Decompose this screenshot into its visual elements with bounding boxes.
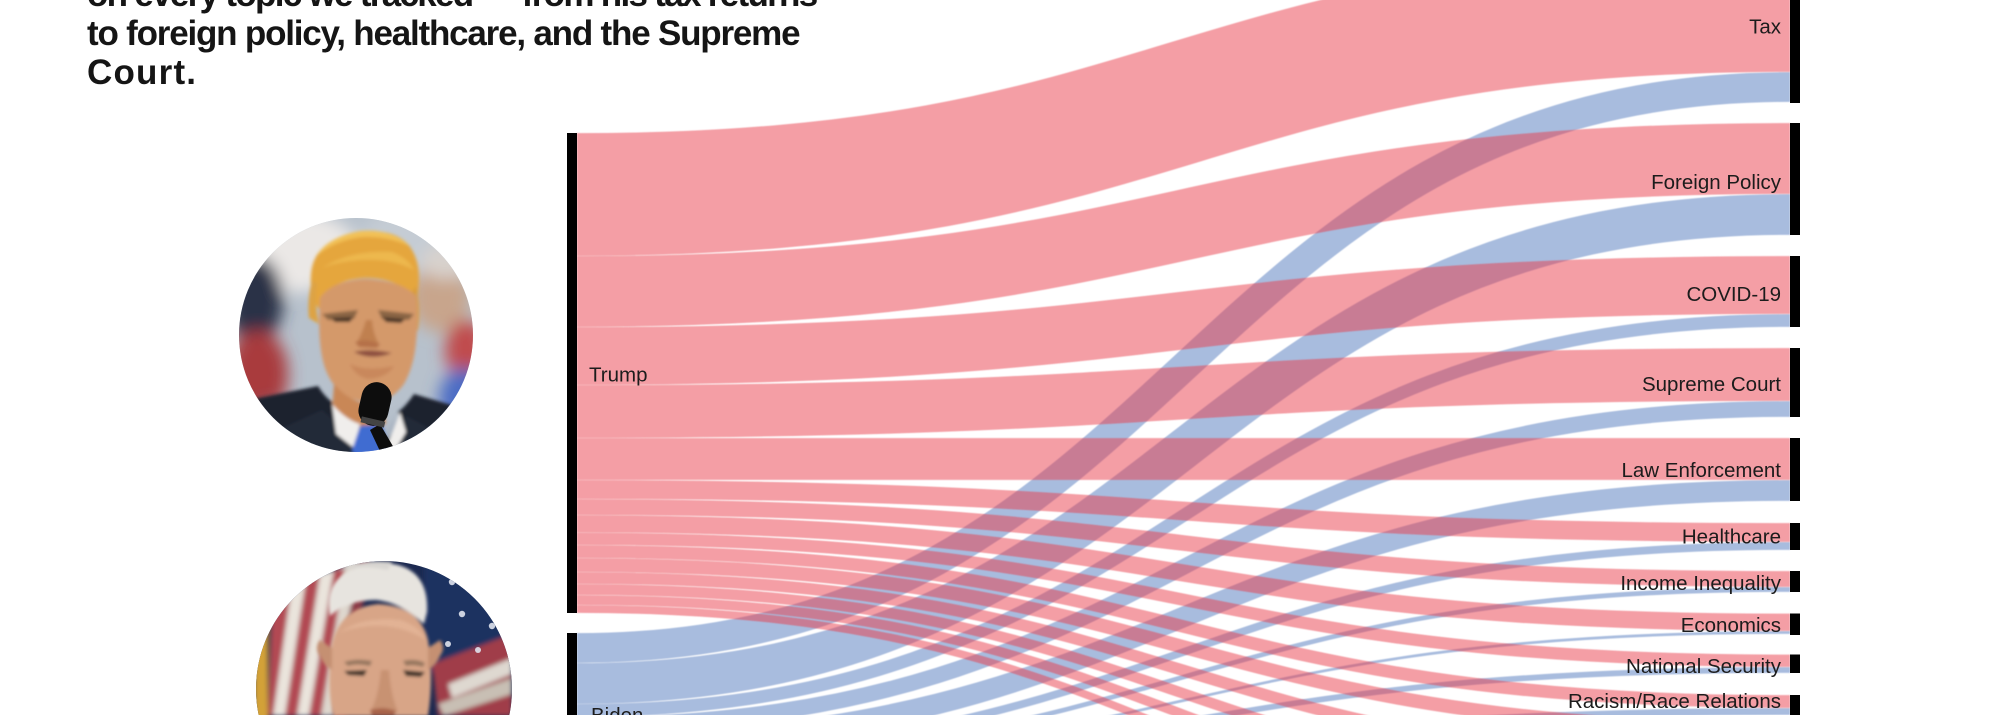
svg-text:Court.: Court.: [87, 53, 197, 92]
svg-text:on every topic we tracked — fr: on every topic we tracked — from his tax…: [87, 0, 818, 14]
svg-text:Supreme Court: Supreme Court: [1642, 373, 1781, 396]
svg-text:Trump: Trump: [589, 364, 647, 387]
svg-text:Income Inequality: Income Inequality: [1620, 572, 1781, 595]
svg-text:COVID-19: COVID-19: [1686, 283, 1781, 306]
svg-text:Racism/Race Relations: Racism/Race Relations: [1568, 690, 1781, 713]
svg-text:Foreign Policy: Foreign Policy: [1651, 171, 1782, 194]
svg-text:Tax: Tax: [1749, 16, 1782, 39]
svg-text:Law Enforcement: Law Enforcement: [1621, 459, 1781, 482]
svg-text:to foreign policy, healthcare,: to foreign policy, healthcare, and the S…: [87, 14, 800, 53]
svg-text:National Security: National Security: [1626, 655, 1782, 678]
svg-text:Economics: Economics: [1681, 614, 1781, 637]
svg-text:Biden: Biden: [591, 704, 643, 715]
svg-text:Healthcare: Healthcare: [1682, 526, 1781, 549]
